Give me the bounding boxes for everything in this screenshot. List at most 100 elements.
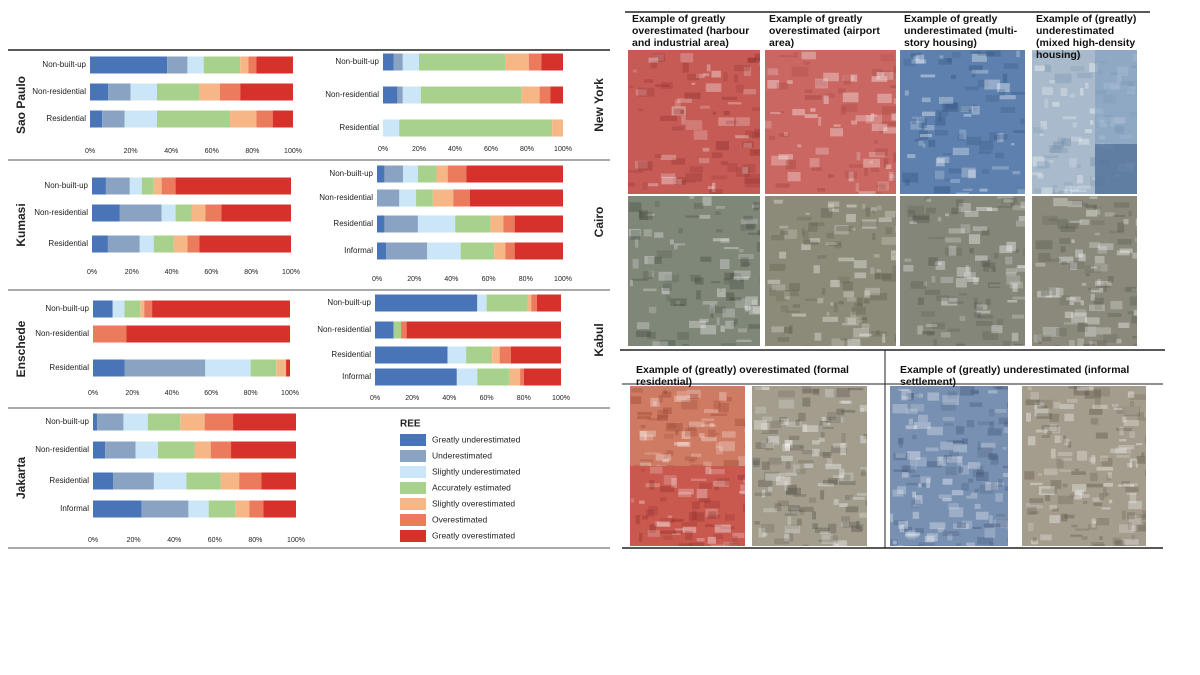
image-texture (1010, 143, 1015, 146)
image-texture (853, 328, 870, 338)
image-texture (783, 132, 789, 137)
image-texture (749, 305, 760, 315)
image-texture (1088, 457, 1096, 463)
image-texture (628, 170, 644, 173)
image-texture (1037, 406, 1048, 409)
image-texture (801, 243, 811, 250)
image-texture (652, 401, 657, 407)
image-texture (844, 495, 853, 501)
image-texture (713, 400, 721, 411)
image-texture (696, 537, 705, 542)
image-texture (924, 289, 941, 295)
image-texture (779, 55, 795, 58)
image-texture (956, 192, 969, 194)
image-texture (1059, 237, 1071, 244)
image-texture (812, 511, 817, 520)
image-texture (796, 216, 812, 221)
image-texture (765, 473, 780, 481)
image-texture (771, 155, 789, 166)
image-texture (706, 64, 711, 72)
bar-segment (456, 368, 478, 386)
image-texture (870, 331, 888, 337)
bar-segment (447, 346, 467, 364)
image-texture (630, 498, 635, 503)
image-texture (1077, 323, 1088, 332)
bar-segment (384, 215, 418, 233)
image-texture (1126, 492, 1137, 495)
image-texture (809, 158, 820, 168)
image-texture (707, 514, 721, 519)
image-texture (825, 463, 842, 470)
image-texture (1054, 435, 1064, 444)
image-texture (752, 107, 760, 112)
image-texture (825, 242, 838, 246)
image-texture (968, 109, 972, 112)
image-texture (933, 339, 937, 346)
image-texture (1006, 241, 1016, 252)
image-texture (724, 273, 737, 281)
image-texture (784, 229, 797, 239)
image-texture (859, 512, 867, 518)
image-texture (712, 182, 716, 192)
image-texture (863, 290, 870, 299)
image-texture (693, 203, 704, 209)
image-texture (817, 188, 826, 192)
image-texture (1034, 407, 1049, 417)
image-texture (1089, 341, 1097, 346)
image-texture (761, 441, 774, 449)
image-texture (832, 540, 848, 546)
bar-segment (377, 165, 385, 183)
image-texture (790, 508, 801, 515)
image-texture (926, 533, 938, 542)
image-texture (662, 283, 672, 291)
bar-segment (93, 500, 142, 518)
bar-segment (375, 294, 478, 312)
image-texture (1100, 455, 1109, 462)
x-tick-label: 20% (124, 148, 138, 155)
image-texture (705, 83, 722, 92)
image-texture (1032, 537, 1037, 542)
image-texture (780, 418, 789, 426)
image-texture (1090, 288, 1103, 293)
image-texture (753, 150, 759, 154)
bar-segment (240, 56, 249, 74)
bar-segment (144, 300, 153, 318)
image-texture (993, 252, 999, 259)
image-texture (1134, 236, 1137, 242)
bar-segment (499, 346, 511, 364)
image-texture (645, 213, 655, 216)
x-tick-label: 20% (405, 395, 419, 402)
image-texture (985, 50, 1001, 57)
image-texture (1014, 249, 1020, 253)
image-texture (817, 255, 827, 259)
image-texture (814, 527, 830, 533)
image-texture (913, 56, 920, 61)
image-texture (812, 440, 820, 445)
image-texture (784, 480, 788, 491)
image-texture (778, 399, 795, 409)
image-texture (698, 497, 711, 503)
image-texture (1042, 215, 1059, 225)
image-texture (850, 227, 856, 231)
image-texture (699, 318, 709, 323)
image-texture (982, 331, 999, 341)
image-texture (966, 495, 971, 499)
image-texture (733, 74, 738, 83)
image-texture (1123, 483, 1138, 487)
image-texture (637, 411, 653, 416)
image-texture (909, 221, 918, 224)
image-texture (1007, 521, 1008, 530)
bar-segment (263, 500, 296, 518)
image-texture (910, 52, 922, 58)
image-texture (785, 443, 790, 451)
image-texture (893, 66, 896, 73)
bar-segment (135, 441, 158, 459)
image-texture (846, 204, 857, 208)
image-texture (987, 282, 1001, 288)
image-texture (688, 421, 705, 428)
image-texture (1072, 122, 1078, 128)
image-texture (880, 53, 895, 62)
image-texture (707, 536, 716, 544)
image-texture (785, 289, 799, 297)
image-texture (689, 166, 703, 173)
